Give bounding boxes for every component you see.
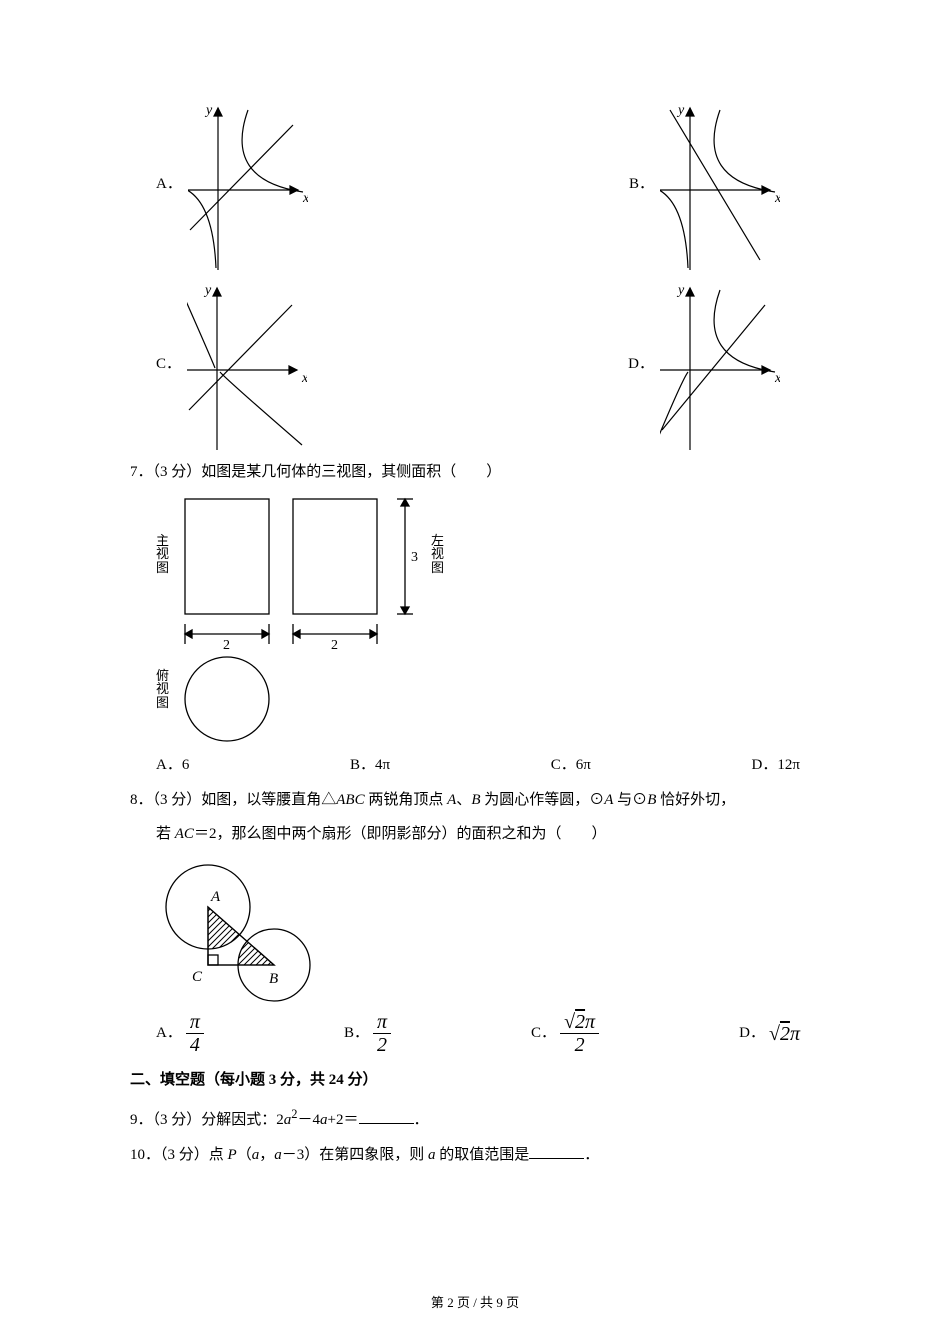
q7-figure: 主视图 2 2 — [156, 494, 820, 649]
q6-opt-b: B． x y — [629, 100, 780, 270]
svg-text:x: x — [774, 191, 780, 206]
q7-label-left: 左视图 — [431, 534, 444, 575]
q8-opt-c: C． √2π 2 — [531, 1011, 599, 1056]
q10-blank[interactable] — [529, 1145, 584, 1160]
q7-opt-c: C．6π — [551, 753, 591, 779]
q6-row1: A． x y B． — [130, 100, 820, 270]
left-view-icon: 2 — [285, 494, 385, 649]
q7-dim-w1: 2 — [223, 638, 230, 649]
q8-diagram-icon: A C B — [156, 855, 326, 1005]
graph-c-icon: x y — [187, 280, 307, 450]
q8-opt-d: D． √2π — [739, 1017, 800, 1051]
label-c: C． — [156, 352, 181, 378]
graph-d-icon: x y — [660, 280, 780, 450]
q8-figure: A C B — [156, 855, 820, 1005]
label-d: D． — [628, 352, 654, 378]
q8-line2: 若 AC＝2，那么图中两个扇形（即阴影部分）的面积之和为（ ） — [130, 822, 820, 848]
front-view-icon: 2 — [177, 494, 277, 649]
q6-row2: C． x y D． — [130, 280, 820, 450]
q6-opt-c: C． x y — [156, 280, 307, 450]
q7-label-main: 主视图 — [156, 534, 169, 575]
label-a: A． — [156, 172, 182, 198]
q9-blank[interactable] — [359, 1109, 414, 1124]
svg-text:x: x — [301, 371, 307, 386]
q10: 10．（3 分）点 P（a，a－3）在第四象限，则 a 的取值范围是． — [130, 1143, 820, 1169]
q7-options: A．6 B．4π C．6π D．12π — [130, 753, 820, 779]
q8-lbl-A: A — [210, 889, 221, 905]
q8-options: A． π4 B． π2 C． √2π 2 D． √2π — [130, 1011, 820, 1056]
graph-a-icon: x y — [188, 100, 308, 270]
height-dim-icon: 3 — [393, 494, 421, 649]
q8-opt-a: A． π4 — [156, 1011, 204, 1056]
graph-b-icon: x y — [660, 100, 780, 270]
q7-opt-d: D．12π — [752, 753, 800, 779]
section2-title: 二、填空题（每小题 3 分，共 24 分） — [130, 1068, 820, 1094]
q7-front-view: 2 — [177, 494, 277, 649]
q7-text: 7．（3 分）如图是某几何体的三视图，其侧面积（ ） — [130, 460, 820, 486]
q8-line1: 8．（3 分）如图，以等腰直角△ABC 两锐角顶点 A、B 为圆心作等圆，⊙A … — [130, 788, 820, 814]
svg-text:x: x — [774, 371, 780, 386]
svg-text:y: y — [676, 283, 685, 298]
q7-top-row: 俯视图 — [156, 651, 820, 747]
q7-dim-w2: 2 — [331, 638, 338, 649]
q7-height-dim: 3 — [393, 494, 421, 649]
label-b: B． — [629, 172, 654, 198]
top-view-icon — [177, 651, 277, 747]
q7-label-top: 俯视图 — [156, 669, 169, 710]
q7-opt-a: A．6 — [156, 753, 189, 779]
svg-text:y: y — [203, 283, 212, 298]
svg-text:y: y — [676, 103, 685, 118]
svg-text:x: x — [302, 191, 308, 206]
page-footer: 第 2 页 / 共 9 页 — [0, 1292, 950, 1314]
q6-opt-d: D． x y — [628, 280, 780, 450]
svg-text:y: y — [204, 103, 213, 118]
q6-opt-a: A． x y — [156, 100, 308, 270]
q8-opt-b: B． π2 — [344, 1011, 391, 1056]
q7-dim-h: 3 — [411, 550, 418, 565]
q9: 9．（3 分）分解因式：2a2－4a+2＝． — [130, 1104, 820, 1134]
q7-opt-b: B．4π — [350, 753, 390, 779]
q8-lbl-C: C — [192, 969, 203, 985]
exam-page: A． x y B． — [0, 0, 950, 1344]
q7-left-view: 2 — [285, 494, 385, 649]
q8-lbl-B: B — [269, 971, 278, 987]
